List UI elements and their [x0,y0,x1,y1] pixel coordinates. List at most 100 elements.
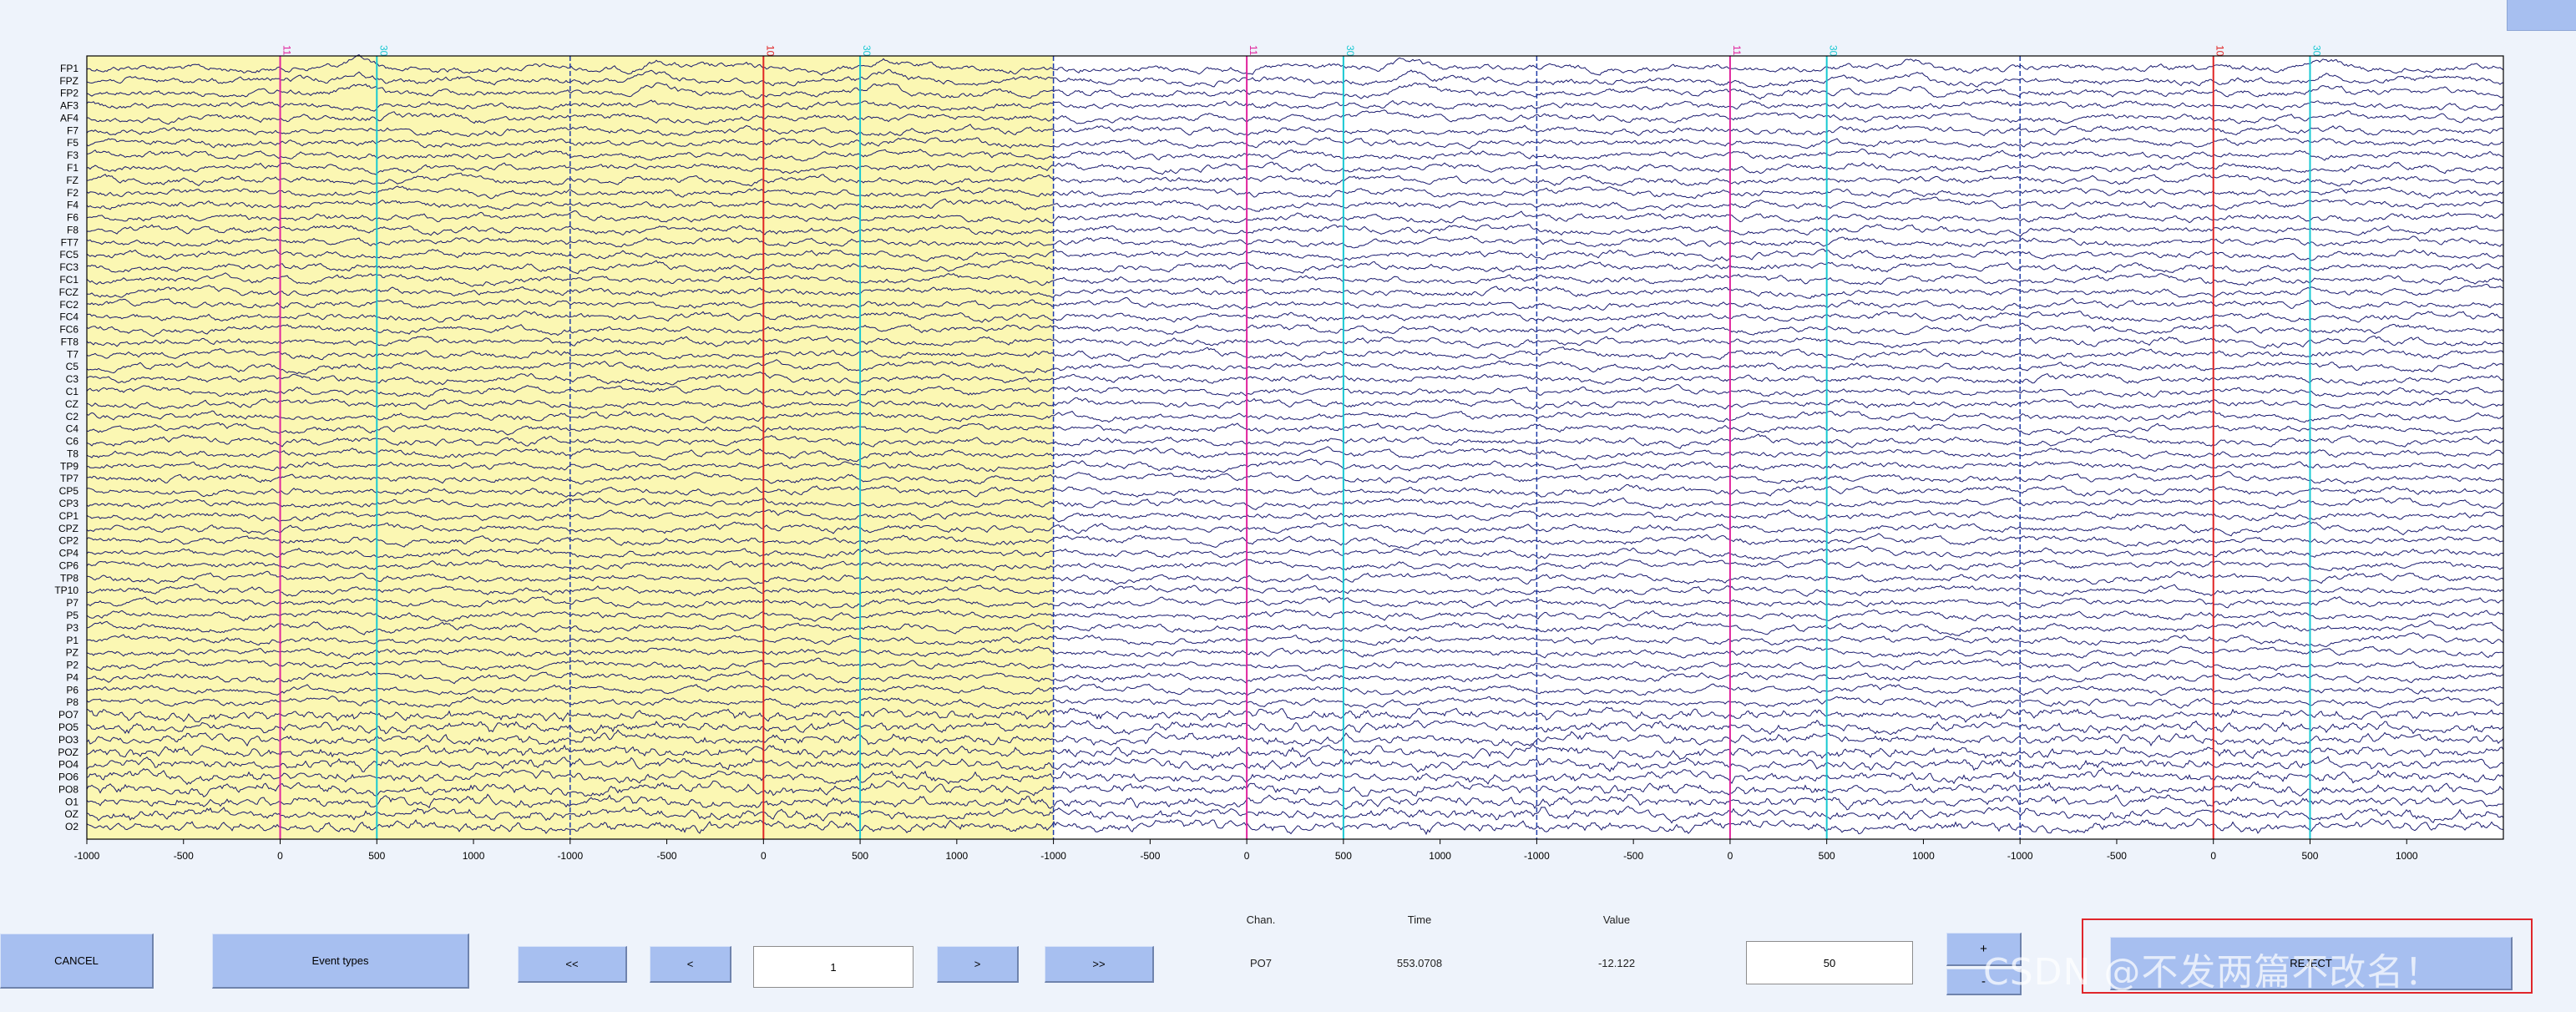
channel-label: FC4 [59,311,78,323]
channel-label: PO6 [58,772,78,783]
channel-label: C4 [66,423,79,435]
channel-label: T7 [67,348,78,360]
x-tick-label: 0 [1244,850,1250,862]
eeg-trace [86,433,2504,449]
eeg-trace [86,471,2504,485]
channel-label: P1 [66,635,78,646]
event-label: 11 [1731,45,1743,56]
x-tick-label: 500 [1335,850,1352,862]
eeg-trace [86,645,2504,660]
eeg-trace [86,696,2504,710]
channel-label: C5 [66,361,79,372]
eeg-trace [86,310,2504,323]
eeg-trace [86,248,2504,262]
eeg-trace [86,767,2504,786]
channel-label: FZ [66,175,78,186]
channel-label: PO4 [58,759,78,771]
channel-label: PO8 [58,783,78,795]
eeg-trace [86,743,2504,761]
event-label: 11 [1248,45,1259,56]
eeg-trace [86,683,2504,696]
eeg-trace [86,446,2504,463]
channel-label: F3 [67,149,78,161]
eeg-trace [86,272,2504,287]
eeg-trace [86,484,2504,498]
scale-plus-button[interactable]: + [1946,933,2022,966]
channel-label: F1 [67,162,78,174]
event-types-button[interactable]: Event types [212,934,469,989]
channel-label: OZ [64,808,78,820]
channel-label: FC6 [59,324,78,336]
reject-button[interactable]: REJECT [2110,937,2513,990]
scale-field[interactable]: 50 [1746,941,1913,984]
eeg-trace [86,559,2503,572]
time-readout: 553.0708 [1396,956,1443,969]
channel-label: FC2 [59,299,78,311]
channel-label: CP2 [59,535,79,547]
eeg-trace [86,172,2504,187]
eeg-trace [86,359,2504,375]
eeg-trace [86,793,2504,811]
epoch-number-field[interactable]: 1 [753,946,913,988]
eeg-trace [86,148,2504,162]
eeg-trace [86,533,2504,549]
eeg-trace [86,544,2504,560]
channel-label: P2 [66,660,78,671]
previous-button[interactable]: < [650,946,731,983]
channel-label: TP9 [60,460,78,472]
cancel-button[interactable]: CANCEL [0,934,154,989]
channel-label: P8 [66,696,78,708]
channel-label: C3 [66,373,79,385]
eeg-trace [86,583,2504,597]
eeg-trace [86,670,2504,685]
x-tick-label: 1000 [463,850,485,862]
previous-fast-button[interactable]: << [518,946,627,983]
next-button[interactable]: > [937,946,1019,983]
chan-header: Chan. [1246,913,1276,926]
eeg-trace [86,397,2504,411]
eeg-trace [86,53,2504,76]
scale-minus-button[interactable]: - [1946,969,2022,995]
x-tick-label: -1000 [1524,850,1550,862]
window-corner-tab[interactable] [2507,0,2576,31]
channel-label: CP6 [59,559,79,571]
eeg-trace [86,210,2504,225]
x-tick-label: -1000 [74,850,100,862]
eeg-trace [86,82,2504,100]
channel-label: P4 [66,671,78,683]
eeg-trace [86,235,2504,249]
x-tick-label: 500 [1819,850,1835,862]
selected-epoch-bg [87,56,570,839]
event-label: 11 [281,45,293,56]
channel-label: FCZ [59,286,78,298]
x-tick-label: -500 [1140,850,1160,862]
channel-label: TP10 [54,584,78,596]
x-tick-label: 1000 [1912,850,1935,862]
x-tick-label: 1000 [945,850,968,862]
eeg-trace [86,99,2504,112]
next-fast-button[interactable]: >> [1045,946,1154,983]
channel-label: C2 [66,411,79,423]
channel-label: PO7 [58,709,78,721]
highlight-annotation [2082,918,2533,994]
x-tick-label: 1000 [2396,850,2418,862]
channel-label: FC5 [59,249,78,261]
channel-label: O2 [65,821,78,832]
eeg-trace [86,756,2504,773]
eeg-trace [86,410,2504,424]
eeg-trace [86,196,2504,212]
channel-label: CP3 [59,498,79,509]
event-label: 30 [861,45,873,57]
x-tick-label: 0 [2210,850,2216,862]
eeg-epoch-plot[interactable]: FP1FPZFP2AF3AF4F7F5F3F1FZF2F4F6F8FT7FC5F… [0,0,2576,877]
chan-readout: PO7 [1249,956,1272,969]
channel-label: F4 [67,200,78,211]
channel-label: FT8 [61,336,79,347]
value-readout: -12.122 [1597,956,1636,969]
eeg-trace [86,497,2504,510]
eeg-trace [86,609,2504,622]
channel-label: CP1 [59,510,79,522]
eeg-trace [86,422,2504,436]
channel-label: F8 [67,224,78,235]
channel-label: FP1 [60,63,78,74]
